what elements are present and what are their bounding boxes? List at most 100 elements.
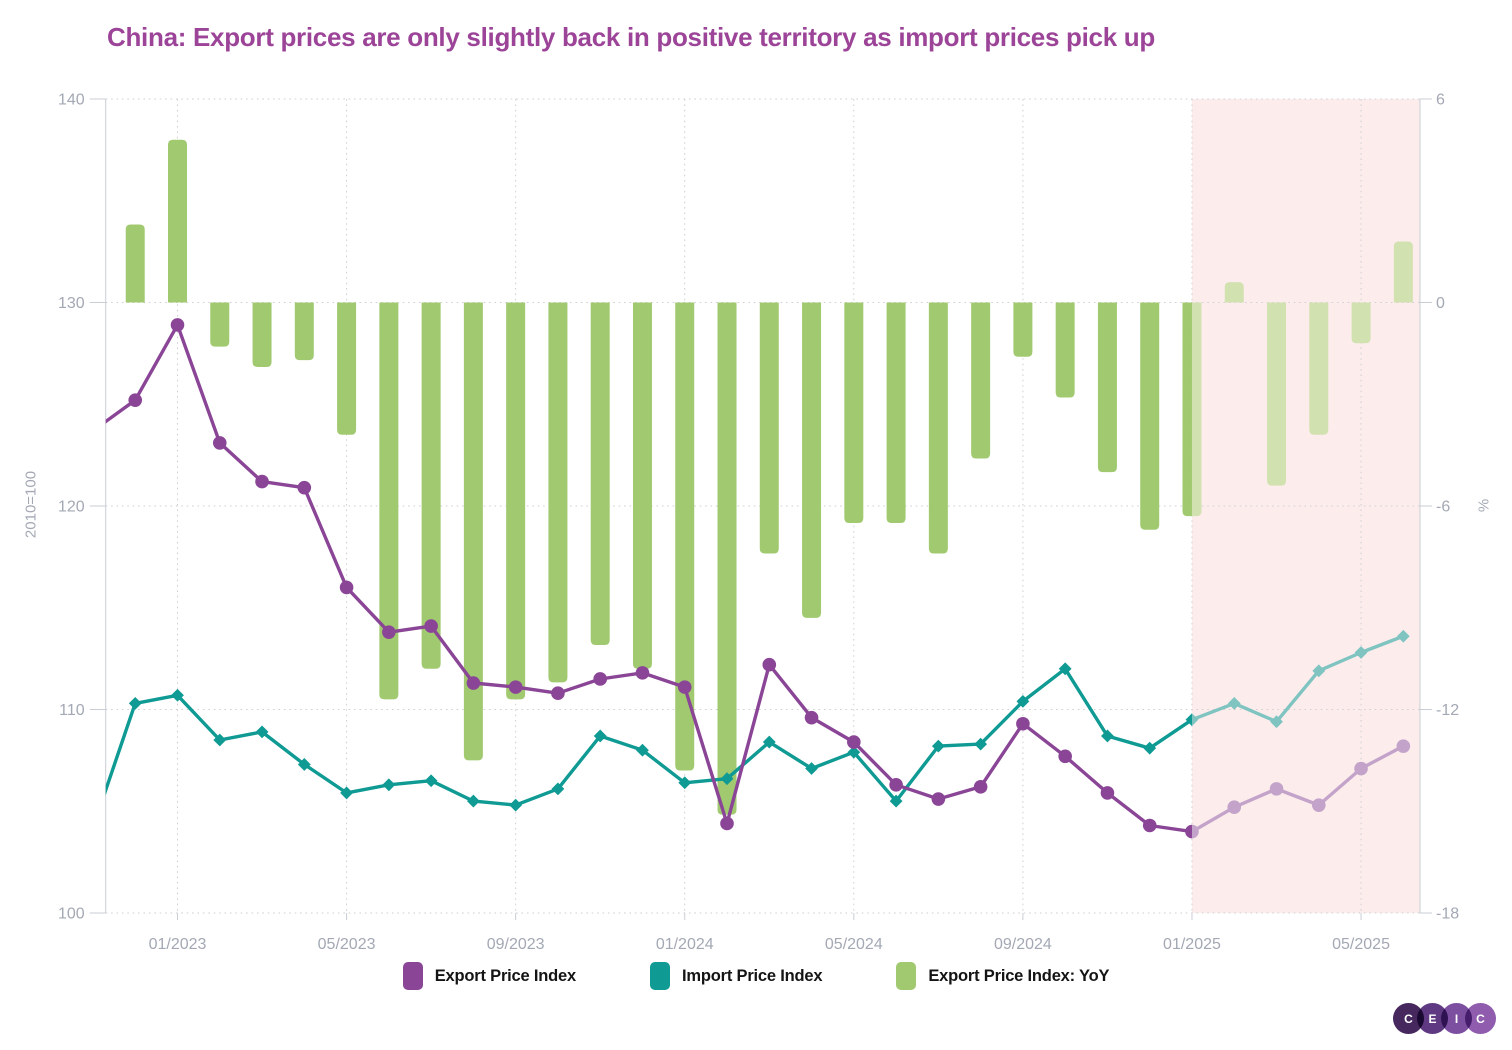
legend-label-export-price-index: Export Price Index <box>434 966 576 985</box>
yoy-bar <box>1055 302 1075 398</box>
import-marker <box>1143 741 1157 755</box>
import-marker <box>931 739 945 753</box>
export-marker <box>508 680 523 694</box>
export-marker <box>973 780 988 794</box>
yoy-bar <box>1351 302 1371 344</box>
yoy-bar <box>421 302 441 669</box>
import-marker <box>1058 662 1072 676</box>
import-marker <box>805 762 818 775</box>
legend-swatch-export-price-index <box>402 962 423 990</box>
yoy-bar <box>928 302 948 554</box>
yoy-bar <box>590 302 610 646</box>
legend-item-export-price-index-yoy[interactable]: Export Price Index: YoY <box>896 962 1109 990</box>
import-series-faded <box>1191 629 1410 729</box>
legend: Export Price Index Import Price Index Ex… <box>0 962 1512 990</box>
export-marker-faded <box>1311 798 1326 812</box>
import-marker <box>466 794 480 808</box>
export-marker <box>720 816 734 831</box>
yoy-bars-faded <box>1191 241 1413 517</box>
export-marker <box>466 676 481 690</box>
import-marker <box>1101 729 1114 743</box>
import-marker <box>762 735 776 749</box>
tick-labels: 140 130 120 110 100 6 0 -6 -12 -18 01/2023 05/2023 0… <box>58 92 1459 954</box>
export-marker <box>255 474 269 489</box>
import-marker <box>213 733 227 747</box>
import-marker <box>889 794 903 808</box>
yoy-bar <box>506 302 526 700</box>
export-marker <box>86 424 100 438</box>
export-marker <box>1142 818 1157 833</box>
export-marker <box>424 619 438 633</box>
export-marker <box>762 657 777 672</box>
export-marker <box>212 436 227 450</box>
right-axis-title: % <box>1475 498 1493 513</box>
import-marker <box>509 798 523 812</box>
yoy-bar <box>1182 302 1192 517</box>
export-marker <box>1058 749 1072 764</box>
axes <box>89 98 1432 920</box>
right-axis-tick-label: -18 <box>1436 906 1459 923</box>
x-axis-tick-label: 05/2024 <box>825 936 883 953</box>
chart-title: China: Export prices are only slightly b… <box>107 22 1155 52</box>
yoy-bar <box>1267 302 1287 486</box>
y-axis-tick-label: 110 <box>59 702 85 719</box>
export-series <box>86 318 1192 839</box>
legend-label-import-price-index: Import Price Index <box>682 966 823 985</box>
yoy-bar <box>632 302 652 669</box>
import-marker-faded <box>1312 664 1326 678</box>
import-marker <box>128 696 142 710</box>
import-marker-faded <box>1227 696 1241 710</box>
yoy-bar <box>802 302 822 618</box>
x-axis-tick-label: 05/2023 <box>318 936 376 953</box>
yoy-bar <box>971 302 991 459</box>
y-axis-tick-label: 140 <box>58 92 85 109</box>
yoy-bar <box>717 302 737 815</box>
export-marker-faded <box>1227 800 1242 814</box>
export-marker <box>677 680 692 694</box>
legend-swatch-export-price-index-yoy <box>896 962 917 990</box>
yoy-bar <box>844 302 864 523</box>
yoy-bar <box>294 302 314 361</box>
export-marker <box>847 735 861 749</box>
yoy-bar <box>1013 302 1033 357</box>
export-marker <box>1100 786 1115 800</box>
yoy-bar <box>1140 302 1160 530</box>
export-marker <box>551 686 565 701</box>
import-marker <box>340 786 353 800</box>
right-axis-tick-label: 0 <box>1436 295 1445 312</box>
logo-letter-1: C <box>1404 1011 1413 1026</box>
y-axis-tick-label: 130 <box>58 295 85 312</box>
export-marker <box>170 318 185 332</box>
import-marker <box>678 776 692 790</box>
export-series-faded <box>86 424 1411 839</box>
logo-letter-4: C <box>1476 1011 1485 1026</box>
legend-item-import-price-index[interactable]: Import Price Index <box>650 962 823 990</box>
export-marker-faded <box>1354 761 1368 776</box>
export-marker-faded <box>86 424 100 438</box>
export-marker <box>804 710 819 725</box>
logo-letter-2: E <box>1428 1011 1437 1026</box>
y-axis-tick-label: 100 <box>58 906 85 923</box>
export-marker <box>889 777 903 792</box>
x-axis-tick-label: 01/2025 <box>1163 936 1221 953</box>
legend-label-export-price-index-yoy: Export Price Index: YoY <box>928 966 1110 985</box>
export-marker <box>339 580 354 595</box>
import-marker <box>720 772 734 786</box>
export-marker <box>382 625 396 639</box>
x-axis-tick-label: 05/2025 <box>1332 936 1390 953</box>
export-marker-faded <box>1396 739 1411 753</box>
export-marker <box>931 792 946 806</box>
export-marker-faded <box>1269 782 1284 796</box>
import-marker <box>551 782 565 796</box>
import-marker <box>636 743 649 757</box>
import-marker-faded <box>1191 713 1199 727</box>
export-marker <box>635 666 650 680</box>
logo-letter-3: I <box>1454 1011 1459 1026</box>
x-axis-tick-label: 01/2023 <box>149 936 207 953</box>
legend-item-export-price-index[interactable]: Export Price Index <box>402 962 576 990</box>
yoy-bar <box>210 302 230 347</box>
import-marker <box>847 745 861 759</box>
yoy-bar <box>463 302 483 761</box>
